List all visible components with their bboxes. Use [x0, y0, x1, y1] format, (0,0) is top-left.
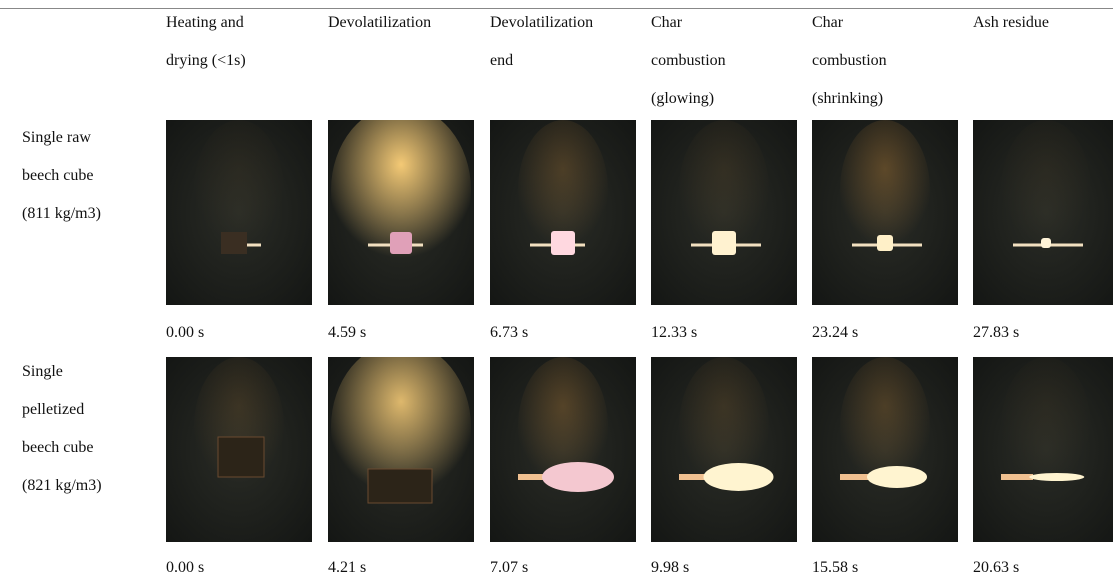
time-label: 0.00 s: [166, 559, 205, 576]
photo: [651, 120, 797, 305]
time-label: 9.98 s: [651, 559, 690, 576]
column-header: Ash residue: [973, 14, 1049, 31]
time-label: 4.21 s: [328, 559, 367, 576]
column-header: combustion: [812, 52, 887, 69]
row-label: beech cube: [22, 439, 94, 456]
photo: [328, 357, 474, 542]
column-header: (shrinking): [812, 90, 884, 107]
time-label: 12.33 s: [651, 324, 698, 341]
time-label: 23.24 s: [812, 324, 859, 341]
photo: [490, 357, 636, 542]
column-header: combustion: [651, 52, 726, 69]
photo: [490, 120, 636, 305]
photo: [973, 120, 1113, 305]
photo: [973, 357, 1113, 542]
photo: [812, 357, 958, 542]
time-label: 15.58 s: [812, 559, 859, 576]
time-label: 20.63 s: [973, 559, 1020, 576]
photo: [166, 357, 312, 542]
time-label: 4.59 s: [328, 324, 367, 341]
column-header: drying (<1s): [166, 52, 246, 69]
time-label: 7.07 s: [490, 559, 529, 576]
row-label: (811 kg/m3): [22, 205, 101, 222]
column-header: Devolatilization: [328, 14, 432, 31]
time-label: 27.83 s: [973, 324, 1020, 341]
column-header: Char: [651, 14, 683, 31]
time-label: 0.00 s: [166, 324, 205, 341]
column-header: Devolatilization: [490, 14, 594, 31]
photo: [328, 120, 474, 305]
column-header: Heating and: [166, 14, 244, 31]
column-header: (glowing): [651, 90, 715, 107]
photo: [812, 120, 958, 305]
row-label: Single raw: [22, 129, 91, 146]
rule: [0, 8, 1113, 9]
photo: [651, 357, 797, 542]
photo: [166, 120, 312, 305]
row-label: pelletized: [22, 401, 85, 418]
time-label: 6.73 s: [490, 324, 529, 341]
column-header: end: [490, 52, 514, 69]
row-label: beech cube: [22, 167, 94, 184]
row-label: Single: [22, 363, 63, 380]
column-header: Char: [812, 14, 844, 31]
row-label: (821 kg/m3): [22, 477, 102, 494]
